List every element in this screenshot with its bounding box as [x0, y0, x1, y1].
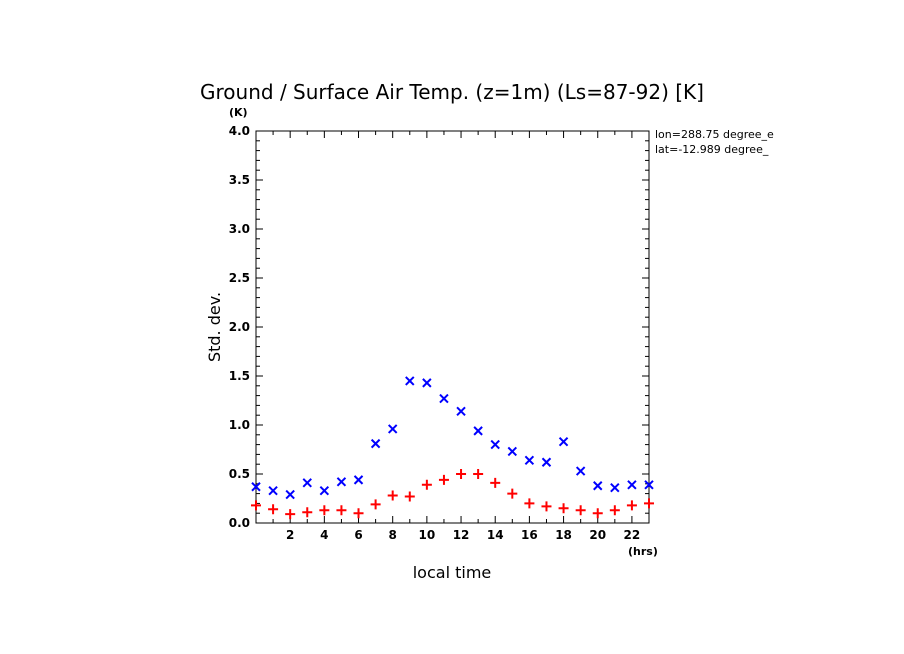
data-point-x-marker — [627, 480, 637, 490]
x-tick-label: 10 — [419, 528, 436, 542]
data-point-plus-marker — [473, 469, 484, 479]
y-tick-label: 3.5 — [229, 173, 250, 187]
data-point-x-marker — [387, 424, 398, 434]
plot-frame — [255, 130, 650, 524]
x-tick-label: 18 — [555, 528, 572, 542]
x-unit-label: (hrs) — [628, 545, 658, 558]
data-point-plus-marker — [353, 508, 364, 519]
x-tick-label: 12 — [453, 528, 470, 542]
data-point-x-marker — [353, 475, 364, 485]
data-point-plus-marker — [507, 488, 518, 499]
data-point-plus-marker — [285, 509, 296, 520]
data-point-plus-marker — [558, 503, 569, 514]
y-tick-label: 1.5 — [229, 369, 250, 383]
data-point-plus-marker — [644, 498, 654, 509]
x-tick-label: 6 — [354, 528, 362, 542]
data-point-x-marker — [405, 376, 415, 386]
data-point-x-marker — [439, 393, 449, 404]
data-point-x-marker — [644, 480, 654, 490]
data-point-plus-marker — [319, 505, 330, 516]
data-point-x-marker — [558, 436, 569, 447]
data-point-plus-marker — [490, 477, 501, 488]
data-point-x-marker — [473, 426, 483, 436]
data-point-x-marker — [251, 482, 261, 492]
data-point-x-marker — [370, 438, 381, 449]
data-point-x-marker — [319, 485, 330, 496]
annotation-lat: lat=-12.989 degree_ — [655, 143, 769, 156]
data-point-plus-marker — [387, 490, 398, 501]
y-tick-label: 2.0 — [229, 320, 250, 334]
x-tick-label: 16 — [521, 528, 538, 542]
y-tick-label: 2.5 — [229, 271, 250, 285]
data-point-x-marker — [610, 483, 620, 493]
data-point-x-marker — [336, 477, 347, 487]
y-tick-label: 3.0 — [229, 222, 250, 236]
data-point-x-marker — [593, 481, 603, 491]
data-point-x-marker — [302, 478, 312, 488]
data-point-x-marker — [268, 485, 278, 496]
x-tick-label: 4 — [320, 528, 328, 542]
data-point-plus-marker — [336, 505, 347, 516]
y-tick-label: 0.5 — [229, 467, 250, 481]
data-point-plus-marker — [404, 491, 415, 502]
x-tick-label: 14 — [487, 528, 504, 542]
data-point-x-marker — [524, 455, 535, 465]
data-point-plus-marker — [541, 501, 552, 512]
data-point-plus-marker — [575, 505, 586, 516]
data-point-plus-marker — [609, 505, 620, 516]
data-point-plus-marker — [456, 469, 467, 479]
data-point-plus-marker — [592, 508, 603, 519]
data-point-x-marker — [541, 457, 552, 467]
data-point-x-marker — [285, 489, 295, 500]
x-tick-label: 20 — [589, 528, 606, 542]
data-point-x-marker — [490, 439, 500, 450]
data-point-plus-marker — [370, 499, 381, 510]
data-point-x-marker — [422, 378, 432, 388]
y-axis-label: Std. dev. — [205, 292, 224, 362]
plot-area: 2 4 6 8 10 12 14 16 18 20 22 0.0 0.5 1.0 1.5 2.0 2.5 3.0 3… — [229, 124, 654, 542]
y-tick-label: 0.0 — [229, 516, 250, 530]
data-point-x-marker — [456, 406, 466, 416]
data-point-plus-marker — [524, 498, 535, 509]
x-tick-label: 22 — [624, 528, 641, 542]
y-tick-label: 4.0 — [229, 124, 250, 138]
data-point-plus-marker — [421, 479, 432, 490]
x-tick-label: 2 — [286, 528, 294, 542]
y-unit-label: (K) — [229, 106, 248, 119]
data-point-plus-marker — [251, 500, 261, 511]
data-point-x-marker — [507, 446, 518, 457]
x-axis-label: local time — [413, 563, 492, 582]
data-point-plus-marker — [438, 474, 449, 485]
data-point-plus-marker — [268, 504, 279, 515]
y-tick-label: 1.0 — [229, 418, 250, 432]
x-tick-label: 8 — [389, 528, 397, 542]
chart-title: Ground / Surface Air Temp. (z=1m) (Ls=87… — [200, 80, 704, 104]
data-point-plus-marker — [626, 500, 637, 511]
data-point-x-marker — [575, 466, 586, 476]
annotation-lon: lon=288.75 degree_e — [655, 128, 774, 141]
data-point-plus-marker — [302, 507, 313, 518]
